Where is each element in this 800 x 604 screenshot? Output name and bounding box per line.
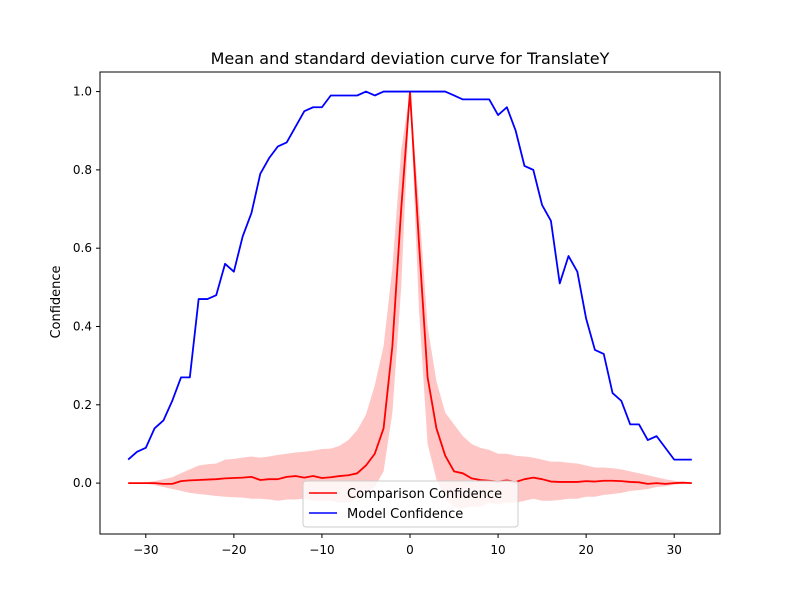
y-tick-label: 0.0 xyxy=(73,476,92,490)
y-tick-label: 0.4 xyxy=(73,319,92,333)
legend-label-comparison: Comparison Confidence xyxy=(347,487,502,502)
chart-title: Mean and standard deviation curve for Tr… xyxy=(211,49,610,68)
x-tick-label: 10 xyxy=(490,543,505,557)
y-tick-label: 1.0 xyxy=(73,85,92,99)
y-tick-label: 0.6 xyxy=(73,241,92,255)
legend-label-model: Model Confidence xyxy=(347,507,463,522)
x-tick-label: −20 xyxy=(221,543,246,557)
y-axis-label: Confidence xyxy=(49,265,64,338)
legend: Comparison Confidence Model Confidence xyxy=(302,480,519,528)
series-line-model xyxy=(127,90,692,461)
y-tick-label: 0.8 xyxy=(73,163,92,177)
x-tick-label: 0 xyxy=(406,543,414,557)
x-tick-label: 20 xyxy=(578,543,593,557)
plot-area xyxy=(127,90,692,509)
axes: −30 −20 −10 0 10 20 30 0.0 0.2 0.4 0.6 0.8 1.0 xyxy=(73,71,721,557)
x-tick-label: −30 xyxy=(133,543,158,557)
plot-content xyxy=(127,90,692,509)
y-tick-label: 0.2 xyxy=(73,398,92,412)
legend-box xyxy=(302,480,519,528)
x-tick-label: 30 xyxy=(667,543,682,557)
x-tick-label: −10 xyxy=(309,543,334,557)
